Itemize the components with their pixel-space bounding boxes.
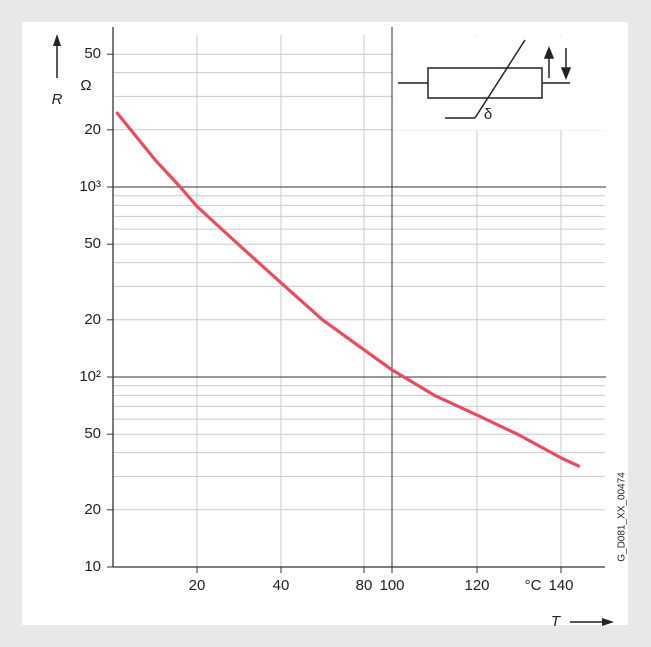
x-arrow-head xyxy=(602,618,614,626)
plot: 10 20 50 10² 20 50 10³ 20 50 20 40 80 100 120 140 xyxy=(79,27,606,594)
x-tick-label: 140 xyxy=(548,577,573,594)
x-tick-label: 40 xyxy=(273,577,290,594)
x-tick-label: 120 xyxy=(464,577,489,594)
y-tick-label: 10 xyxy=(84,558,101,575)
curve xyxy=(115,111,581,468)
y-tick-label: 10² xyxy=(79,368,101,385)
y-unit: Ω xyxy=(80,77,91,94)
y-tick-label: 10³ xyxy=(79,178,101,195)
y-axis-label: R xyxy=(52,91,63,108)
y-tick-label: 20 xyxy=(84,501,101,518)
x-unit: °C xyxy=(525,577,542,594)
y-tick-label: 50 xyxy=(84,45,101,62)
x-tick-label: 80 xyxy=(356,577,373,594)
figure-code: G_D081_XX_00474 xyxy=(617,472,628,562)
x-tick-label: 100 xyxy=(379,577,404,594)
y-tick-label: 20 xyxy=(84,121,101,138)
y-tick-label: 20 xyxy=(84,311,101,328)
thermistor-symbol xyxy=(398,39,572,119)
x-axis-label: T xyxy=(551,613,562,630)
y-tick-label: 50 xyxy=(84,235,101,252)
y-arrow-head xyxy=(53,34,61,46)
y-tick-label: 50 xyxy=(84,425,101,442)
symbol-label: δ xyxy=(484,106,492,123)
x-tick-label: 20 xyxy=(189,577,206,594)
